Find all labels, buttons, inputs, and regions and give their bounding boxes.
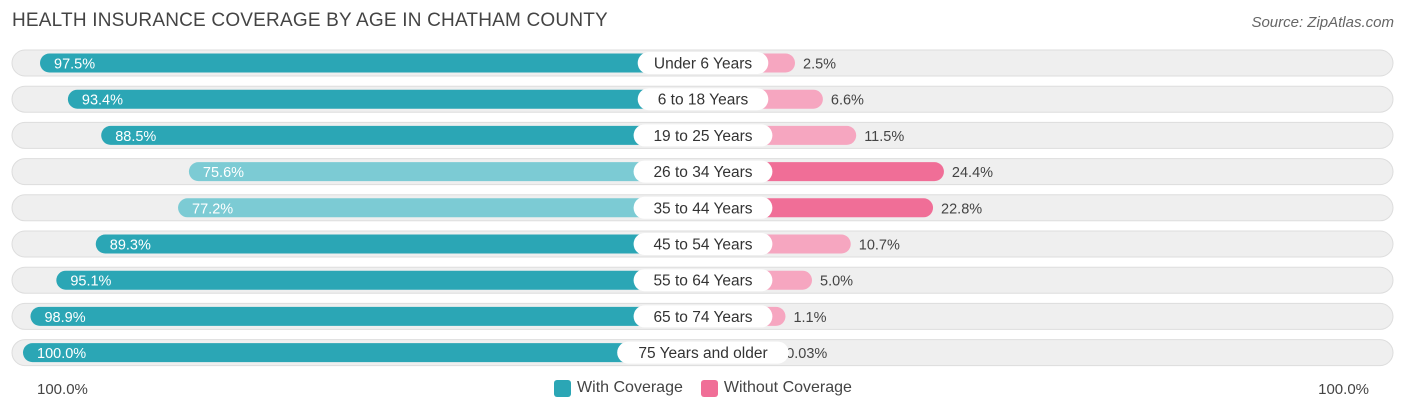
category-pill (633, 233, 773, 255)
category-label: 45 to 54 Years (653, 237, 752, 254)
legend-item-with-coverage: With Coverage (554, 379, 683, 397)
chart-title: HEALTH INSURANCE COVERAGE BY AGE IN CHAT… (12, 10, 608, 31)
bar-with-coverage (188, 162, 704, 182)
category-label: 65 to 74 Years (653, 309, 752, 326)
label-without-coverage: 6.6% (831, 93, 864, 109)
label-without-coverage: 0.03% (786, 346, 827, 362)
label-with-coverage: 77.2% (192, 201, 233, 217)
label-without-coverage: 10.7% (859, 238, 900, 254)
category-pill (633, 305, 773, 328)
label-without-coverage: 24.4% (952, 165, 993, 181)
category-label: 26 to 34 Years (653, 164, 752, 181)
bar-with-coverage (56, 270, 703, 290)
label-without-coverage: 1.1% (793, 310, 826, 326)
label-without-coverage: 22.8% (941, 201, 982, 217)
label-without-coverage: 5.0% (820, 274, 853, 290)
legend-swatch-with-coverage (554, 379, 572, 397)
label-without-coverage: 11.5% (864, 129, 904, 145)
chart-source: Source: ZipAtlas.com (1251, 14, 1394, 31)
legend-item-without-coverage: Without Coverage (700, 379, 852, 397)
label-with-coverage: 75.6% (203, 165, 244, 181)
label-with-coverage: 89.3% (110, 238, 151, 254)
axis-left-label: 100.0% (37, 381, 88, 398)
label-with-coverage: 93.4% (82, 93, 123, 109)
bar-with-coverage (67, 89, 703, 109)
category-pill (637, 52, 769, 74)
category-label: 6 to 18 Years (658, 92, 749, 109)
category-pill (633, 124, 773, 147)
label-with-coverage: 100.0% (37, 346, 86, 362)
category-pill (633, 269, 773, 292)
label-with-coverage: 98.9% (44, 310, 85, 326)
bar-with-coverage (40, 53, 703, 73)
category-pill (637, 88, 769, 111)
category-label: 75 Years and older (638, 345, 767, 362)
label-with-coverage: 95.1% (70, 274, 111, 290)
category-label: 55 to 64 Years (653, 273, 752, 290)
bar-with-coverage (178, 198, 704, 218)
category-pill (633, 196, 773, 219)
category-label: 35 to 44 Years (653, 200, 752, 217)
legend-label-with-coverage: With Coverage (577, 379, 683, 396)
label-without-coverage: 2.5% (803, 57, 836, 73)
legend-label-without-coverage: Without Coverage (723, 379, 852, 396)
label-with-coverage: 88.5% (115, 129, 156, 145)
bar-with-coverage (30, 306, 704, 326)
bar-with-coverage (101, 125, 703, 145)
axis-right-label: 100.0% (1318, 381, 1369, 398)
label-with-coverage: 97.5% (54, 57, 95, 73)
bar-with-coverage (23, 343, 703, 363)
category-label: 19 to 25 Years (653, 128, 752, 145)
category-label: Under 6 Years (654, 56, 752, 73)
bar-with-coverage (95, 234, 703, 254)
category-pill (633, 160, 773, 183)
category-pill (617, 341, 789, 364)
legend-swatch-without-coverage (700, 379, 718, 397)
legend: With Coverage Without Coverage (0, 379, 1406, 397)
